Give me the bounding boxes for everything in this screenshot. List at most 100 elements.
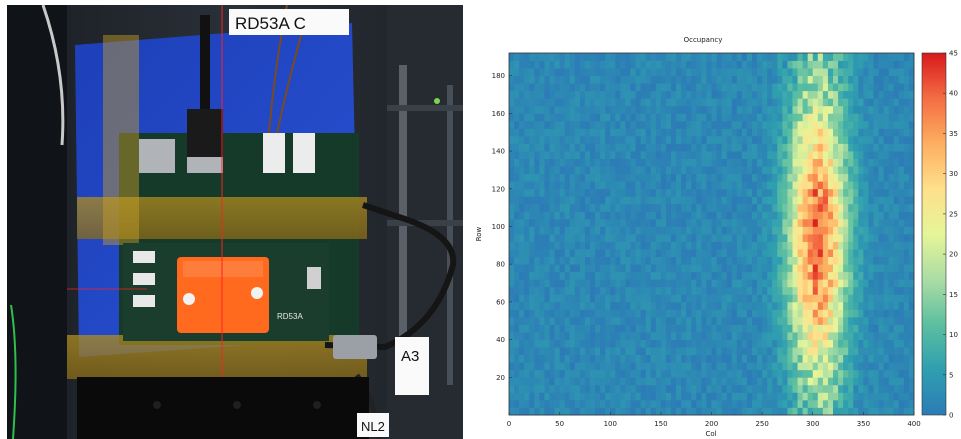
- heatmap-cell: [615, 286, 621, 295]
- heatmap-cell: [757, 113, 763, 122]
- heatmap-cell: [838, 234, 844, 242]
- heatmap-cell: [848, 83, 854, 92]
- heatmap-cell: [848, 384, 854, 393]
- heatmap-cell: [772, 203, 778, 212]
- heatmap-cell: [898, 181, 905, 190]
- heatmap-cell: [812, 90, 819, 99]
- heatmap-cell: [767, 188, 773, 197]
- heatmap-cell: [544, 249, 550, 258]
- heatmap-cell: [777, 90, 783, 99]
- heatmap-cell: [868, 135, 874, 144]
- heatmap-cell: [888, 211, 895, 220]
- heatmap-cell: [554, 256, 561, 265]
- heatmap-cell: [529, 324, 535, 333]
- heatmap-cell: [893, 316, 900, 325]
- heatmap-cell: [721, 234, 728, 242]
- heatmap-cell: [539, 53, 545, 61]
- heatmap-cell: [645, 68, 652, 77]
- heatmap-cell: [787, 75, 793, 84]
- heatmap-cell: [676, 309, 682, 318]
- heatmap-cell: [777, 256, 783, 265]
- heatmap-cell: [539, 392, 545, 401]
- heatmap-cell: [711, 98, 717, 107]
- heatmap-cell: [797, 264, 804, 273]
- heatmap-cell: [681, 332, 687, 340]
- heatmap-cell: [873, 113, 879, 122]
- heatmap-cell: [883, 166, 890, 175]
- heatmap-cell: [762, 188, 768, 197]
- heatmap-cell: [544, 354, 550, 363]
- heatmap-cell: [726, 286, 733, 295]
- heatmap-cell: [833, 120, 839, 129]
- heatmap-cell: [524, 105, 530, 114]
- heatmap-cell: [726, 135, 733, 144]
- heatmap-cell: [569, 188, 576, 197]
- heatmap-cell: [701, 249, 707, 258]
- heatmap-cell: [681, 309, 687, 318]
- heatmap-cell: [762, 241, 768, 250]
- heatmap-cell: [660, 83, 667, 92]
- heatmap-cell: [767, 384, 773, 393]
- heatmap-cell: [838, 68, 844, 77]
- heatmap-cell: [584, 83, 591, 92]
- heatmap-cell: [701, 399, 707, 408]
- heatmap-cell: [559, 286, 566, 295]
- heatmap-cell: [741, 324, 748, 333]
- heatmap-cell: [802, 173, 809, 182]
- heatmap-cell: [721, 68, 728, 77]
- heatmap-cell: [610, 226, 616, 235]
- heatmap-cell: [584, 316, 591, 325]
- heatmap-cell: [848, 60, 854, 69]
- heatmap-cell: [676, 166, 682, 175]
- heatmap-cell: [630, 309, 636, 318]
- heatmap-cell: [863, 271, 869, 280]
- heatmap-cell: [731, 173, 738, 182]
- heatmap-cell: [812, 68, 819, 77]
- heatmap-cell: [524, 173, 530, 182]
- heatmap-cell: [772, 286, 778, 295]
- heatmap-cell: [772, 113, 778, 122]
- heatmap-cell: [883, 188, 890, 197]
- heatmap-cell: [519, 256, 525, 265]
- heatmap-cell: [752, 294, 758, 303]
- heatmap-cell: [590, 392, 596, 401]
- heatmap-cell: [812, 151, 819, 159]
- colorbar-tick-label: 30: [949, 170, 958, 178]
- heatmap-cell: [777, 369, 783, 378]
- heatmap-cell: [655, 271, 662, 280]
- heatmap-cell: [908, 188, 915, 197]
- heatmap-cell: [569, 181, 576, 190]
- heatmap-cell: [615, 188, 621, 197]
- heatmap-cell: [772, 120, 778, 129]
- heatmap-cell: [817, 234, 824, 242]
- heatmap-cell: [660, 332, 667, 340]
- heatmap-cell: [534, 407, 540, 416]
- heatmap-cell: [635, 384, 642, 393]
- heatmap-cell: [782, 98, 788, 107]
- heatmap-cell: [833, 279, 839, 288]
- heatmap-cell: [903, 407, 910, 416]
- heatmap-cell: [600, 113, 606, 122]
- heatmap-cell: [797, 384, 804, 393]
- heatmap-cell: [757, 377, 763, 386]
- heatmap-cell: [752, 354, 758, 363]
- heatmap-cell: [777, 294, 783, 303]
- heatmap-cell: [544, 369, 550, 378]
- heatmap-cell: [893, 369, 900, 378]
- heatmap-cell: [625, 143, 631, 152]
- heatmap-cell: [595, 332, 601, 340]
- heatmap-cell: [650, 166, 657, 175]
- heatmap-cell: [630, 196, 636, 205]
- heatmap-cell: [625, 218, 631, 227]
- heatmap-cell: [893, 354, 900, 363]
- heatmap-cell: [817, 75, 824, 84]
- heatmap-cell: [539, 377, 545, 386]
- heatmap-cell: [660, 90, 667, 99]
- heatmap-cell: [630, 68, 636, 77]
- heatmap-cell: [908, 83, 915, 92]
- heatmap-cell: [574, 218, 581, 227]
- heatmap-cell: [721, 196, 728, 205]
- heatmap-cell: [812, 75, 819, 84]
- heatmap-cell: [671, 158, 677, 167]
- heatmap-cell: [746, 113, 753, 122]
